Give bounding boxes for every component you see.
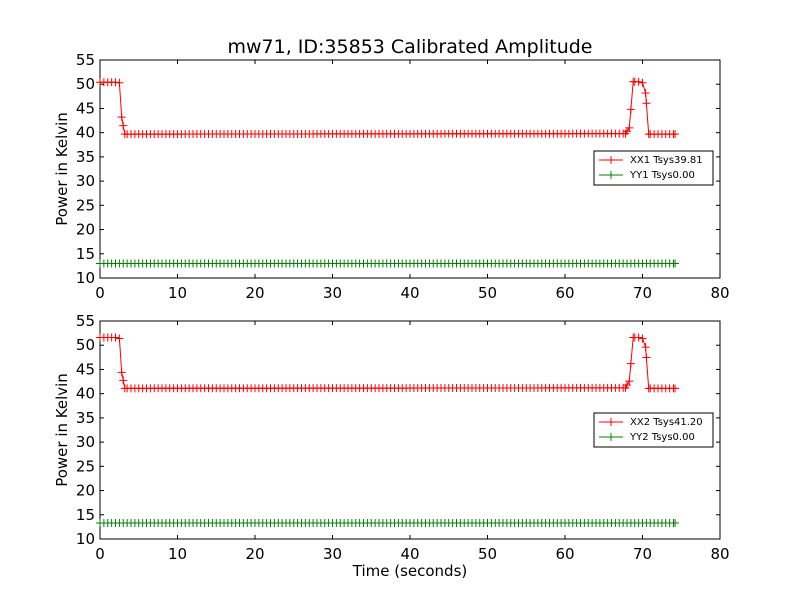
data-point-top-0-6 xyxy=(117,113,126,122)
ytick-label-top-5: 35 xyxy=(76,148,95,166)
ytick-label-bottom-7: 45 xyxy=(76,360,95,378)
series-markers-top-0 xyxy=(96,77,680,139)
legend-marker-xx2 xyxy=(607,418,615,426)
data-point-top-0-140 xyxy=(625,123,634,132)
legend-marker-yy2 xyxy=(607,433,615,441)
data-point-top-0-156 xyxy=(671,130,680,139)
xtick-label-top-0: 0 xyxy=(95,284,105,302)
ytick-label-top-2: 20 xyxy=(76,221,95,239)
legend-label-yy2: YY2 Tsys0.00 xyxy=(629,432,695,443)
ytick-label-top-1: 15 xyxy=(76,245,95,263)
xtick-label-top-1: 10 xyxy=(168,284,187,302)
legend-box-top xyxy=(593,150,714,186)
legend-bottom: XX2 Tsys41.20 YY2 Tsys0.00 xyxy=(593,412,714,448)
data-point-bottom-0-145 xyxy=(638,334,647,343)
data-point-top-0-145 xyxy=(638,78,647,87)
ylabel-top: Power in Kelvin xyxy=(53,112,71,226)
ytick-label-bottom-9: 55 xyxy=(76,312,95,330)
data-point-bottom-0-7 xyxy=(119,376,128,385)
ytick-label-bottom-8: 50 xyxy=(76,336,95,354)
data-point-top-0-147 xyxy=(642,99,651,108)
data-point-bottom-0-6 xyxy=(117,368,126,377)
legend-box-bottom xyxy=(593,412,714,448)
ytick-label-bottom-5: 35 xyxy=(76,409,95,427)
ytick-label-top-8: 50 xyxy=(76,75,95,93)
data-point-bottom-0-141 xyxy=(626,359,635,368)
ytick-label-bottom-3: 25 xyxy=(76,457,95,475)
data-point-top-0-144 xyxy=(634,77,643,86)
xtick-label-bottom-8: 80 xyxy=(710,545,729,563)
xtick-label-bottom-5: 50 xyxy=(478,545,497,563)
ytick-label-bottom-4: 30 xyxy=(76,433,95,451)
data-point-bottom-0-139 xyxy=(623,381,631,390)
data-point-bottom-0-147 xyxy=(642,353,651,362)
data-point-top-0-146 xyxy=(641,88,650,97)
series-markers-bottom-1 xyxy=(96,519,680,528)
data-point-bottom-1-149 xyxy=(671,519,680,528)
data-point-bottom-0-144 xyxy=(634,333,643,342)
legend-top: XX1 Tsys39.81 YY1 Tsys0.00 xyxy=(593,150,714,186)
data-point-top-0-7 xyxy=(119,121,128,130)
data-point-top-0-5 xyxy=(115,78,124,87)
chart-title: mw71, ID:35853 Calibrated Amplitude xyxy=(227,36,592,58)
xlabel-bottom: Time (seconds) xyxy=(352,562,468,580)
series-markers-bottom-0 xyxy=(96,333,680,393)
ytick-label-top-3: 25 xyxy=(76,196,95,214)
xtick-label-bottom-0: 0 xyxy=(95,545,105,563)
legend-label-xx1: XX1 Tsys39.81 xyxy=(630,155,703,166)
legend-label-yy1: YY1 Tsys0.00 xyxy=(629,170,695,181)
ytick-label-bottom-0: 10 xyxy=(76,530,95,548)
data-point-top-1-149 xyxy=(671,259,680,268)
ylabel-bottom: Power in Kelvin xyxy=(53,373,71,487)
xtick-label-bottom-2: 20 xyxy=(245,545,264,563)
legend-marker-yy1 xyxy=(607,171,615,179)
ytick-label-top-6: 40 xyxy=(76,124,95,142)
ytick-label-bottom-1: 15 xyxy=(76,506,95,524)
data-point-bottom-0-5 xyxy=(115,334,124,343)
ytick-label-top-4: 30 xyxy=(76,172,95,190)
xtick-label-bottom-1: 10 xyxy=(168,545,187,563)
ytick-label-top-0: 10 xyxy=(76,269,95,287)
xtick-label-bottom-3: 30 xyxy=(323,545,342,563)
ytick-label-bottom-6: 40 xyxy=(76,385,95,403)
series-markers-top-1 xyxy=(96,259,680,268)
xtick-label-top-7: 70 xyxy=(633,284,652,302)
ytick-label-top-7: 45 xyxy=(76,99,95,117)
xtick-label-top-6: 60 xyxy=(555,284,574,302)
legend-label-xx2: XX2 Tsys41.20 xyxy=(630,417,703,428)
xtick-label-bottom-6: 60 xyxy=(555,545,574,563)
data-point-bottom-0-156 xyxy=(671,384,680,393)
xtick-label-top-5: 50 xyxy=(478,284,497,302)
xtick-label-top-3: 30 xyxy=(323,284,342,302)
legend-marker-xx1 xyxy=(607,156,615,164)
ytick-label-top-9: 55 xyxy=(76,51,95,69)
xtick-label-top-8: 80 xyxy=(710,284,729,302)
series-layer-top xyxy=(96,77,680,268)
xtick-label-top-2: 20 xyxy=(245,284,264,302)
data-point-bottom-0-140 xyxy=(625,377,634,386)
xtick-label-bottom-7: 70 xyxy=(633,545,652,563)
data-point-bottom-0-146 xyxy=(641,343,650,352)
data-point-bottom-0-4 xyxy=(111,333,120,342)
ytick-label-bottom-2: 20 xyxy=(76,482,95,500)
xtick-label-top-4: 40 xyxy=(400,284,419,302)
xtick-label-bottom-4: 40 xyxy=(400,545,419,563)
data-point-top-0-141 xyxy=(626,105,635,114)
series-layer-bottom xyxy=(96,333,680,528)
